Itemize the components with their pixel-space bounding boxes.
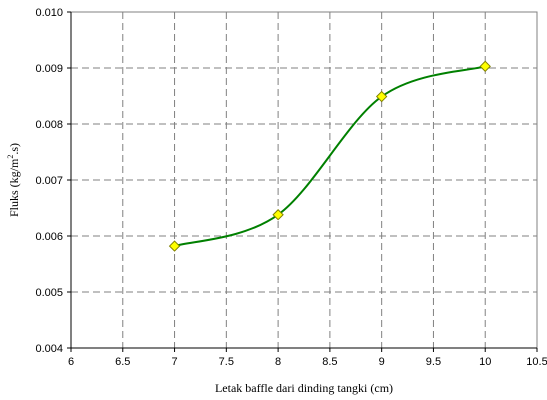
- y-axis-title: Fluks (kg/m2.s): [6, 143, 21, 217]
- data-point-marker: [479, 60, 491, 73]
- x-tick-labels: 6 6.5 7 7.5 8 8.5 9 9.5 10 10.5: [68, 348, 547, 368]
- x-tick-label: 9: [379, 356, 385, 368]
- x-tick-label: 8: [275, 356, 281, 368]
- y-tick-label: 0.007: [35, 175, 63, 187]
- y-axis-title-main: Fluks (kg/m: [7, 158, 21, 217]
- y-tick-label: 0.006: [35, 231, 63, 243]
- x-tick-label: 7: [171, 356, 177, 368]
- y-tick-label: 0.004: [35, 343, 63, 355]
- series-line: [174, 65, 486, 248]
- y-tick-label: 0.008: [35, 119, 63, 131]
- y-axis-title-superscript: 2: [6, 155, 15, 159]
- x-tick-label: 10.5: [526, 356, 547, 368]
- y-tick-labels: 0.004 0.005 0.006 0.007 0.008 0.009 0.010: [35, 7, 71, 355]
- data-point-marker: [168, 240, 181, 252]
- x-tick-label: 8.5: [322, 356, 337, 368]
- x-tick-label: 6: [68, 356, 74, 368]
- y-axis-title-tail: .s): [7, 143, 21, 155]
- data-point-marker: [375, 90, 388, 103]
- x-axis-title: Letak baffle dari dinding tangki (cm): [215, 381, 393, 395]
- x-tick-label: 7.5: [219, 356, 234, 368]
- data-markers: [168, 60, 491, 252]
- y-tick-label: 0.010: [35, 7, 63, 19]
- x-tick-label: 9.5: [426, 356, 441, 368]
- data-point-marker: [272, 209, 284, 221]
- y-tick-label: 0.009: [35, 63, 63, 75]
- x-tick-label: 6.5: [115, 356, 130, 368]
- x-tick-label: 10: [479, 356, 491, 368]
- y-tick-label: 0.005: [35, 287, 63, 299]
- gridlines: [71, 12, 537, 348]
